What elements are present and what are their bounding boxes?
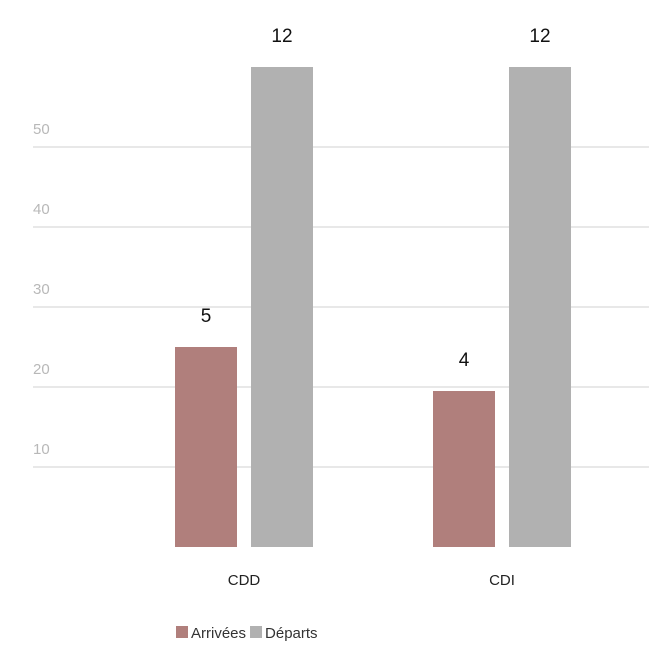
data-label: 12 (271, 26, 292, 47)
y-tick-label: 30 (33, 281, 50, 298)
bars (175, 67, 571, 547)
data-label: 12 (529, 26, 550, 47)
bar-arrives-cdd (175, 347, 237, 547)
legend: Arrivées Départs (176, 625, 318, 642)
bar-arrives-cdi (433, 391, 495, 547)
data-label: 5 (201, 306, 212, 327)
legend-label: Arrivées (191, 625, 246, 642)
y-axis-ticks: 10 20 30 40 50 (33, 121, 50, 458)
bar-dparts-cdd (251, 67, 313, 547)
data-labels: 5 12 4 12 (201, 26, 551, 371)
y-tick-label: 40 (33, 201, 50, 218)
y-tick-label: 10 (33, 441, 50, 458)
bar-dparts-cdi (509, 67, 571, 547)
data-label: 4 (459, 350, 470, 371)
legend-swatch-arrives (176, 626, 188, 638)
x-axis-label-cdi: CDI (489, 572, 515, 589)
y-tick-label: 20 (33, 361, 50, 378)
y-tick-label: 50 (33, 121, 50, 138)
x-axis-labels: CDD CDI (228, 572, 515, 589)
x-axis-label-cdd: CDD (228, 572, 261, 589)
legend-swatch-dparts (250, 626, 263, 638)
legend-label: Départs (265, 625, 318, 642)
